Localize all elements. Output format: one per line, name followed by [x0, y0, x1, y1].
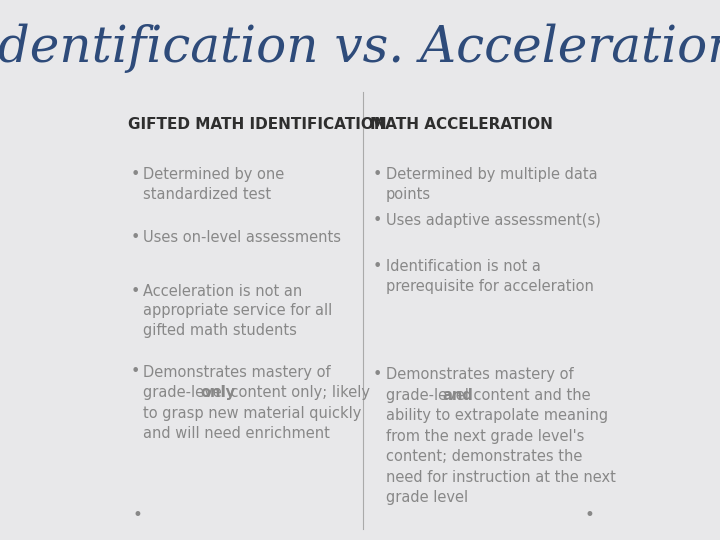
Text: •: • [130, 364, 140, 380]
Text: Demonstrates mastery of: Demonstrates mastery of [386, 367, 573, 382]
Text: •: • [130, 167, 140, 183]
Text: Determined by multiple data
points: Determined by multiple data points [386, 167, 598, 202]
Text: only: only [200, 385, 235, 400]
Text: MATH ACCELERATION: MATH ACCELERATION [370, 117, 553, 132]
Text: Determined by one
standardized test: Determined by one standardized test [143, 167, 284, 202]
Text: and: and [443, 388, 474, 403]
Text: •: • [132, 506, 143, 524]
Text: Identification is not a
prerequisite for acceleration: Identification is not a prerequisite for… [386, 259, 594, 294]
Text: grade-level content only; likely: grade-level content only; likely [143, 385, 370, 400]
Text: •: • [130, 230, 140, 245]
Text: •: • [585, 506, 595, 524]
Text: content; demonstrates the: content; demonstrates the [386, 449, 582, 464]
Text: •: • [373, 259, 382, 274]
Text: Uses on-level assessments: Uses on-level assessments [143, 230, 341, 245]
Text: and will need enrichment: and will need enrichment [143, 426, 330, 441]
Text: grade level: grade level [386, 490, 468, 505]
Text: from the next grade level's: from the next grade level's [386, 429, 584, 444]
Text: •: • [373, 167, 382, 183]
Text: ability to extrapolate meaning: ability to extrapolate meaning [386, 408, 608, 423]
Text: to grasp new material quickly: to grasp new material quickly [143, 406, 361, 421]
Text: grade-level content and the: grade-level content and the [386, 388, 590, 403]
Text: Uses adaptive assessment(s): Uses adaptive assessment(s) [386, 213, 600, 228]
Text: Identification vs. Acceleration: Identification vs. Acceleration [0, 24, 720, 73]
Text: •: • [130, 284, 140, 299]
Text: •: • [373, 367, 382, 382]
Text: need for instruction at the next: need for instruction at the next [386, 470, 616, 485]
Text: Acceleration is not an
appropriate service for all
gifted math students: Acceleration is not an appropriate servi… [143, 284, 333, 338]
Text: Demonstrates mastery of: Demonstrates mastery of [143, 364, 330, 380]
Text: GIFTED MATH IDENTIFICATION: GIFTED MATH IDENTIFICATION [127, 117, 386, 132]
Text: •: • [373, 213, 382, 228]
